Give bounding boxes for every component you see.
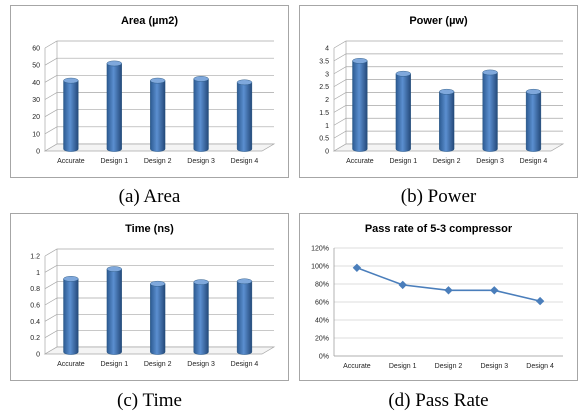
- chart-title: Power (µw): [409, 15, 468, 27]
- gridline: [44, 57, 274, 66]
- y-tick-label: 0%: [319, 354, 329, 361]
- area-chart: Area (µm2) 0 10 20 30 40 50 60 Accurate Design 1 D…: [10, 5, 289, 178]
- y-tick-label: 0.8: [30, 286, 40, 293]
- gridline: [44, 264, 274, 273]
- y-tick-label: 60%: [315, 300, 329, 307]
- series-line: [356, 267, 541, 302]
- data-point: [535, 296, 545, 306]
- y-tick-label: 10: [32, 131, 40, 138]
- data-point: [490, 286, 499, 295]
- caption-b: (b) Power: [400, 186, 477, 207]
- bar: [63, 77, 79, 152]
- bar: [106, 266, 122, 355]
- y-tick-label: 1: [325, 123, 329, 130]
- gridline: [333, 79, 563, 87]
- chart-svg: Pass rate of 5-3 compressor 0% 20% 40% 60% 80…: [311, 223, 563, 370]
- bar: [106, 60, 122, 152]
- bar: [150, 77, 166, 152]
- bar: [395, 70, 411, 152]
- bar: [352, 58, 368, 152]
- pass-rate-chart: Pass rate of 5-3 compressor 0% 20% 40% 60% 80…: [299, 213, 578, 381]
- caption-a: (a) Area: [118, 186, 181, 207]
- bar: [482, 69, 498, 152]
- gridline: [333, 66, 563, 75]
- gridline: [44, 40, 274, 49]
- gridline: [44, 248, 274, 257]
- data-point: [352, 263, 362, 273]
- power-chart: Power (µw) 0 0.5 1 1.5 2 2.5 3 3.5 4 Accurate Desig…: [299, 5, 578, 178]
- y-tick-label: 3.5: [319, 58, 329, 65]
- chart-svg: Area (µm2) 0 10 20 30 40 50 60 Accurate Design 1 D…: [32, 15, 276, 165]
- x-tick-label: Design 1: [389, 158, 417, 165]
- x-tick-label: Design 4: [231, 361, 259, 368]
- y-tick-label: 60: [32, 46, 40, 53]
- y-tick-label: 100%: [311, 264, 329, 271]
- x-tick-label: Design 1: [389, 363, 417, 370]
- y-tick-label: 20%: [315, 336, 329, 343]
- x-tick-label: Design 3: [187, 361, 215, 368]
- caption-d: (d) Pass Rate: [388, 390, 489, 411]
- data-point: [398, 280, 407, 290]
- y-tick-label: 1.5: [319, 110, 329, 117]
- x-tick-label: Design 3: [480, 363, 508, 370]
- gridline: [333, 40, 563, 49]
- bar: [236, 79, 253, 152]
- y-tick-label: 0.5: [319, 136, 329, 143]
- bar: [525, 88, 542, 152]
- y-tick-label: 0.6: [30, 303, 40, 310]
- x-tick-label: Accurate: [57, 361, 85, 368]
- x-tick-label: Design 1: [100, 158, 128, 165]
- bar: [63, 276, 79, 355]
- bar: [193, 76, 209, 152]
- y-tick-label: 0: [36, 352, 40, 359]
- chart-svg: Power (µw) 0 0.5 1 1.5 2 2.5 3 3.5 4 Accurate Desig…: [319, 15, 565, 165]
- y-tick-label: 0.2: [30, 335, 40, 342]
- y-tick-label: 120%: [311, 246, 329, 253]
- y-tick-label: 3: [325, 71, 329, 78]
- caption-c: (c) Time: [117, 390, 182, 411]
- x-tick-label: Design 3: [476, 158, 504, 165]
- bar: [150, 280, 166, 355]
- bar: [236, 278, 253, 355]
- gridline: [333, 53, 563, 62]
- y-tick-label: 30: [32, 97, 40, 104]
- x-tick-label: Design 2: [144, 158, 172, 165]
- time-chart: Time (ns) 0 0.2 0.4 0.6 0.8 1 1.2 Accurate Design…: [10, 213, 289, 381]
- x-tick-label: Design 2: [435, 363, 463, 370]
- x-tick-label: Design 2: [144, 361, 172, 368]
- chart-title: Time (ns): [125, 223, 174, 235]
- x-tick-label: Accurate: [343, 363, 371, 370]
- y-tick-label: 20: [32, 114, 40, 121]
- y-tick-label: 40%: [315, 318, 329, 325]
- y-tick-label: 40: [32, 80, 40, 87]
- x-tick-label: Design 4: [520, 158, 548, 165]
- x-tick-label: Accurate: [346, 158, 374, 165]
- bar: [193, 279, 209, 355]
- x-tick-label: Design 3: [187, 158, 215, 165]
- y-tick-label: 1.2: [30, 254, 40, 261]
- y-tick-label: 1: [36, 270, 40, 277]
- x-tick-label: Accurate: [57, 158, 85, 165]
- chart-title: Pass rate of 5-3 compressor: [365, 223, 513, 235]
- y-tick-label: 80%: [315, 282, 329, 289]
- x-tick-label: Design 4: [526, 363, 554, 370]
- x-tick-label: Design 4: [231, 158, 259, 165]
- y-tick-label: 0.4: [30, 319, 40, 326]
- x-tick-label: Design 1: [100, 361, 128, 368]
- chart-svg: Time (ns) 0 0.2 0.4 0.6 0.8 1 1.2 Accurate Design…: [30, 223, 276, 368]
- y-tick-label: 50: [32, 63, 40, 70]
- data-point: [444, 286, 453, 295]
- y-tick-label: 2: [325, 97, 329, 104]
- bar: [439, 88, 455, 152]
- x-tick-label: Design 2: [433, 158, 461, 165]
- y-tick-label: 2.5: [319, 84, 329, 91]
- chart-title: Area (µm2): [121, 15, 178, 27]
- y-tick-label: 0: [36, 149, 40, 156]
- y-tick-label: 0: [325, 149, 329, 156]
- y-tick-label: 4: [325, 46, 329, 53]
